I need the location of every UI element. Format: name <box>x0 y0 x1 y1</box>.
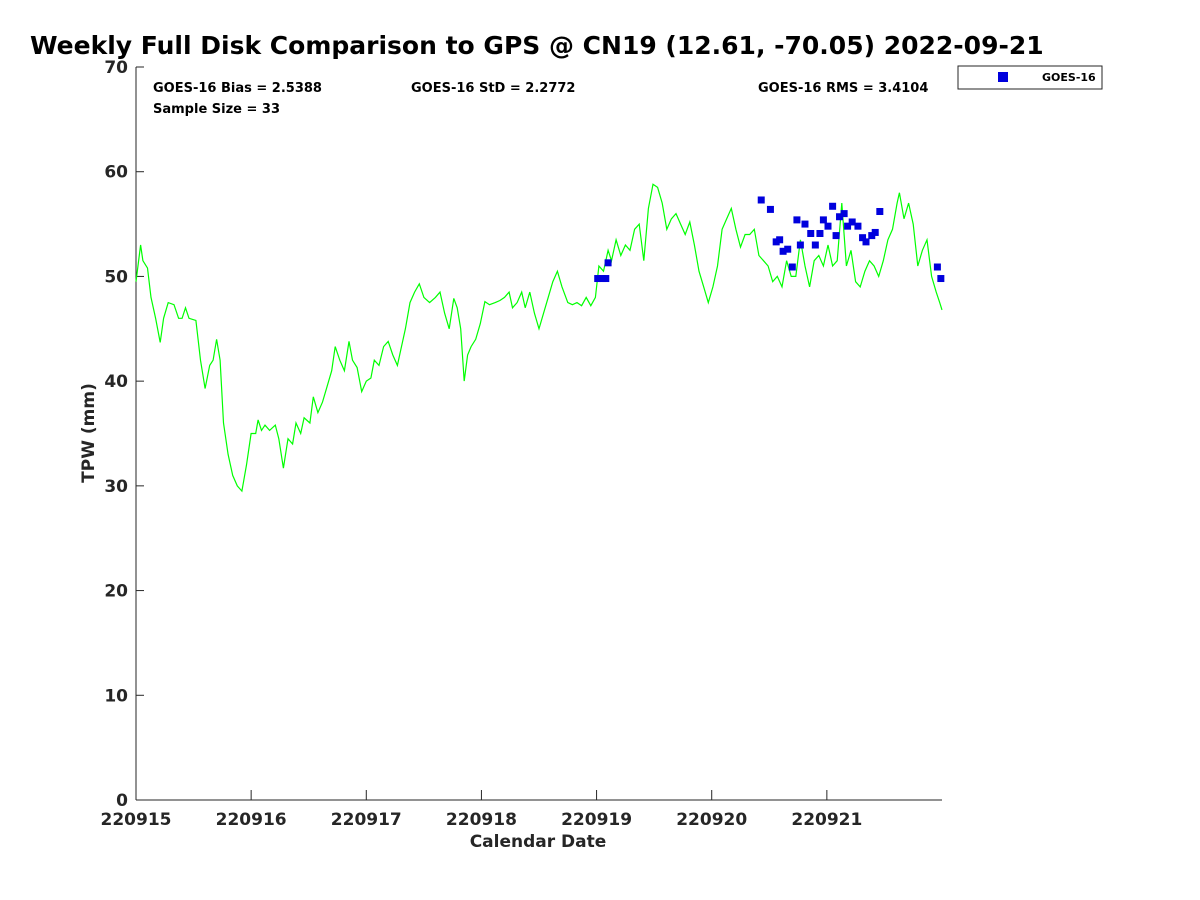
bias-stat: GOES-16 Bias = 2.5388 <box>153 81 322 96</box>
legend: GOES-16 <box>957 65 1103 90</box>
goes-16-point <box>854 222 862 230</box>
legend-marker <box>998 72 1008 82</box>
goes-16-point <box>819 216 827 224</box>
goes-16-point <box>832 232 840 240</box>
y-tick-label: 60 <box>104 163 128 183</box>
goes-16-point <box>784 245 792 253</box>
y-tick-label: 70 <box>104 58 128 78</box>
legend-label: GOES-16 <box>1042 71 1096 84</box>
x-tick-label: 220917 <box>331 810 402 830</box>
y-axis-label: TPW (mm) <box>79 383 99 483</box>
goes-16-point <box>776 236 784 244</box>
series-layer <box>135 183 945 493</box>
goes-16-point <box>788 263 796 271</box>
goes-16-point <box>779 247 787 255</box>
goes-16-point <box>848 218 856 226</box>
x-tick-label: 220916 <box>216 810 287 830</box>
gps-tpw-line <box>135 183 943 493</box>
x-tick-label: 220918 <box>446 810 517 830</box>
y-tick-label: 20 <box>104 582 128 602</box>
y-tick-label: 50 <box>104 267 128 287</box>
y-tick-label: 10 <box>104 686 128 706</box>
goes-16-point <box>876 208 884 216</box>
x-axis-label: Calendar Date <box>470 832 607 852</box>
x-tick-label: 220920 <box>676 810 747 830</box>
goes-16-point <box>859 234 867 242</box>
goes-16-point <box>824 222 832 230</box>
x-tick-label: 220915 <box>101 810 172 830</box>
goes-16-point <box>796 241 804 249</box>
rms-stat: GOES-16 RMS = 3.4104 <box>758 81 928 96</box>
sample-size-stat: Sample Size = 33 <box>153 102 280 117</box>
goes-16-point <box>836 213 844 221</box>
goes-16-point <box>871 228 879 236</box>
plot-frame <box>135 67 942 801</box>
goes-16-point <box>766 205 774 213</box>
goes-16-point <box>604 259 612 267</box>
goes-16-point <box>862 238 870 246</box>
goes-16-point <box>602 275 610 283</box>
goes-16-point <box>840 210 848 218</box>
goes-16-point <box>757 196 765 204</box>
goes-16-point <box>844 222 852 230</box>
goes-16-point <box>937 275 945 283</box>
std-stat: GOES-16 StD = 2.2772 <box>411 81 575 96</box>
goes-16-point <box>811 241 819 249</box>
chart-title: Weekly Full Disk Comparison to GPS @ CN1… <box>30 31 1044 60</box>
x-tick-label: 220921 <box>791 810 862 830</box>
goes-16-point <box>801 220 809 228</box>
goes-16-point <box>829 202 837 210</box>
y-tick-label: 0 <box>116 791 128 811</box>
y-tick-label: 40 <box>104 372 128 392</box>
x-tick-label: 220919 <box>561 810 632 830</box>
y-ticks: 0 10 20 30 40 50 60 70 <box>104 58 144 811</box>
goes-16-point <box>816 229 824 237</box>
goes-16-point <box>807 229 815 237</box>
legend-box <box>957 65 1103 90</box>
x-ticks: 220915 220916 220917 220918 220919 220920 2209… <box>101 790 862 830</box>
goes-16-point <box>594 275 602 283</box>
y-tick-label: 30 <box>104 477 128 497</box>
goes-16-point <box>933 263 941 271</box>
goes-16-point <box>793 216 801 224</box>
